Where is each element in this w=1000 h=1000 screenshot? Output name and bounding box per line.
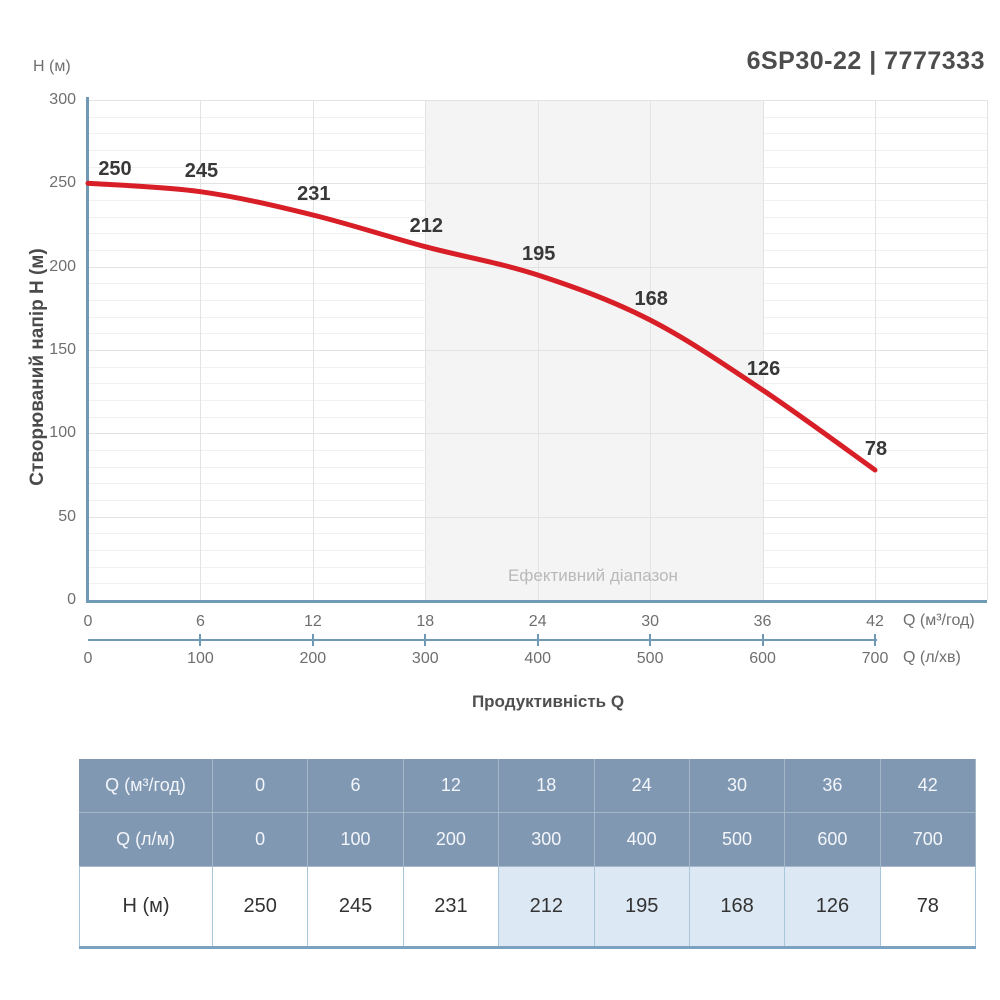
table-header-cell: 42	[880, 759, 976, 813]
x2-tick-label: 600	[749, 650, 776, 667]
grid-vertical-line	[987, 100, 988, 600]
x-axis2-tick	[536, 634, 539, 646]
x2-tick-label: 100	[187, 650, 214, 667]
table-value-cell: 126	[785, 867, 881, 946]
y-tick-label: 0	[67, 591, 76, 608]
data-point-label: 168	[634, 288, 668, 310]
grid-vertical-line	[200, 100, 202, 600]
table-value-cell: 250	[213, 867, 309, 946]
table-header-cell: 200	[403, 813, 500, 867]
pump-curve	[85, 180, 878, 473]
chart-area: 0 50 100 150 200 250 300 0 6 12 18 24 30 36 42 0 100 200 3…	[49, 91, 988, 667]
data-point-label: 212	[409, 214, 443, 237]
grid-vertical-line	[312, 100, 314, 600]
table-value-cell: 231	[403, 867, 500, 946]
table-header-cell: 6	[308, 759, 404, 813]
table-header-cell: 0	[213, 813, 309, 867]
y-tick-label: 100	[49, 424, 76, 442]
x-tick-label: 18	[416, 613, 435, 630]
x-axis-line	[86, 600, 987, 603]
data-point-label: 250	[98, 158, 132, 181]
x-tick-label: 36	[753, 613, 772, 630]
data-point-label: 245	[184, 159, 219, 182]
grid-vertical-line	[762, 100, 764, 600]
pump-curve-path	[85, 180, 878, 473]
data-point-label: 195	[522, 243, 556, 265]
x2-tick-label: 0	[83, 650, 93, 667]
table-header-cell: 500	[689, 813, 786, 867]
x-tick-label: 12	[303, 613, 322, 630]
table-header-cell: 18	[499, 759, 595, 813]
grid-major-line	[88, 183, 987, 185]
table-header-cell: 12	[403, 759, 500, 813]
table-value-cell: 78	[880, 867, 976, 946]
grid-major-line	[88, 100, 987, 101]
table-row-label: Q (л/м)	[79, 813, 213, 867]
x2-tick-label: 500	[636, 650, 664, 667]
grid-major-line	[88, 433, 987, 435]
x-axis2-tick	[199, 634, 202, 646]
x-axis2-tick	[424, 634, 427, 646]
grid-major-line	[88, 266, 987, 268]
table-header-cell: 24	[594, 759, 690, 813]
x2-tick-label: 200	[299, 650, 327, 667]
x-axis2-tick	[761, 634, 764, 646]
grid-major-line	[88, 350, 987, 351]
table-value-cell: 245	[308, 867, 404, 946]
table-value-cell: 195	[594, 867, 690, 946]
x2-tick-label: 400	[524, 650, 552, 667]
y-tick-label: 150	[49, 341, 76, 358]
table-header-cell: 36	[785, 759, 881, 813]
table-row-label: H (м)	[79, 867, 213, 946]
table-header-cell: 300	[499, 813, 595, 867]
y-axis-unit-label: H (м)	[33, 58, 71, 75]
x-axis2-tick	[649, 634, 652, 646]
x-tick-label: 0	[83, 613, 93, 630]
grid-vertical-line	[875, 100, 876, 600]
table-row-label: Q (м³/год)	[79, 759, 213, 813]
table-header-cell: 700	[880, 813, 976, 867]
data-point-label: 78	[864, 438, 888, 460]
effective-range-label: Ефективний діапазон	[508, 566, 678, 585]
x-axis-title: Продуктивність Q	[471, 692, 625, 711]
table-value-cell: 168	[689, 867, 786, 946]
x-tick-label: 6	[195, 613, 205, 630]
spec-table: Q (м³/год) 0 6 12 18 24 30 36 42 Q (л/м) 0 100 200 30…	[79, 759, 976, 949]
x-tick-label: 30	[641, 613, 660, 630]
x-axis2-line	[88, 639, 877, 641]
page-title: 6SP30-22 | 7777333	[746, 47, 985, 75]
y-tick-label: 250	[49, 174, 76, 192]
x2-tick-label: 300	[411, 650, 439, 667]
x-tick-label: 42	[866, 613, 884, 630]
table-header-cell: 100	[308, 813, 404, 867]
data-point-label: 231	[297, 183, 331, 205]
grid-vertical-line	[425, 100, 427, 600]
x2-tick-label: 700	[861, 650, 889, 667]
y-axis-line	[86, 97, 89, 603]
table-header-cell: 0	[213, 759, 309, 813]
x-secondary-unit-label: Q (л/хв)	[903, 649, 961, 666]
grid-major-line	[88, 516, 987, 518]
grid-vertical-line	[537, 100, 539, 600]
x-tick-label: 24	[528, 613, 547, 630]
table-value-cell: 212	[499, 867, 595, 946]
y-tick-label: 200	[49, 257, 76, 275]
x-axis2-tick	[311, 634, 314, 646]
x-primary-unit-label: Q (м³/год)	[903, 612, 975, 629]
table-header-cell: 400	[594, 813, 690, 867]
x-axis2-tick	[874, 634, 876, 646]
table-header-cell: 600	[785, 813, 881, 867]
data-point-label: 126	[746, 358, 781, 380]
grid-vertical-line	[650, 100, 652, 600]
table-header-cell: 30	[689, 759, 786, 813]
y-tick-label: 50	[58, 507, 76, 525]
y-tick-label: 300	[49, 91, 76, 108]
